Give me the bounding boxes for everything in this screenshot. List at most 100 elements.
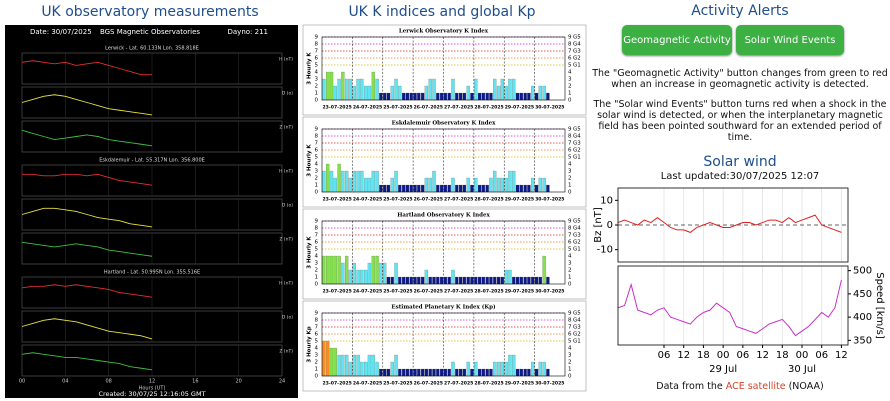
plot-frame xyxy=(617,187,849,263)
solar-wind-button[interactable]: Solar Wind Events xyxy=(736,25,844,55)
g-label: G3 xyxy=(573,49,581,55)
k-bar xyxy=(515,368,520,377)
k-bar xyxy=(352,262,356,285)
k-bar xyxy=(333,85,337,101)
k-bar xyxy=(531,177,535,193)
date-label: 29-07-2025 xyxy=(505,381,534,387)
k-bar xyxy=(542,177,546,193)
k-bar xyxy=(356,354,360,377)
k-bar xyxy=(352,85,356,101)
k-bar xyxy=(519,92,523,101)
k-bar xyxy=(383,262,387,285)
y-tick-label: 3 xyxy=(315,261,319,267)
k-bar xyxy=(375,78,379,101)
k-bar xyxy=(500,361,505,377)
k-bar xyxy=(420,368,425,377)
k-bar xyxy=(329,71,334,101)
k-bar xyxy=(337,255,341,285)
date-label: 30-07-2025 xyxy=(535,381,564,387)
y-tick-label: 5 xyxy=(315,63,319,69)
g-label: G5 xyxy=(573,127,581,133)
k-bar xyxy=(401,92,406,101)
alerts-title: Activity Alerts xyxy=(691,3,789,19)
k-bar xyxy=(447,92,451,101)
k-bar xyxy=(383,184,387,193)
k-bar xyxy=(432,170,436,193)
date-label: 27-07-2025 xyxy=(444,289,473,295)
k-bar xyxy=(481,92,486,101)
k-bar xyxy=(512,276,516,285)
k-bar xyxy=(546,276,550,285)
ace-link[interactable]: ACE satellite xyxy=(725,381,786,392)
plot-frame xyxy=(321,312,566,377)
y-tick-label: 0 xyxy=(607,220,613,231)
k-bar xyxy=(481,184,486,193)
y2-tick-label: 4 xyxy=(568,70,572,76)
y2-tick-label: 9 xyxy=(568,127,572,133)
date-label: 24-07-2025 xyxy=(353,381,382,387)
y-tick-label: 7 xyxy=(315,233,319,239)
y2-tick-label: 9 xyxy=(568,219,572,225)
y-tick-label: 8 xyxy=(315,318,319,324)
k-bar xyxy=(481,368,486,377)
day-label: 29 Jul xyxy=(709,364,737,375)
k-bar xyxy=(455,368,459,377)
k-bar xyxy=(371,71,375,101)
x-tick-label: 12 xyxy=(149,379,155,385)
g-label: G4 xyxy=(573,134,581,140)
g-label: G3 xyxy=(573,141,581,147)
k-bar xyxy=(436,368,440,377)
k-bar xyxy=(371,354,375,377)
date-label: 29-07-2025 xyxy=(505,105,534,111)
y-tick-label: 2 xyxy=(315,84,319,90)
k-bar xyxy=(413,92,417,101)
k-bar xyxy=(420,276,425,285)
k-bar xyxy=(455,92,459,101)
y-tick-label: 10 xyxy=(600,195,613,206)
y-axis-label: 3 Hourly K xyxy=(307,52,313,85)
k-bar xyxy=(329,170,334,193)
k-bar xyxy=(443,184,448,193)
k-bar xyxy=(455,276,459,285)
k-bar xyxy=(364,177,368,193)
g-label: G2 xyxy=(573,240,581,246)
k-bar xyxy=(439,368,444,377)
k-bar xyxy=(417,368,421,377)
y-tick-label: 450 xyxy=(853,289,872,300)
k-bar xyxy=(447,368,451,377)
k-bar xyxy=(458,92,463,101)
y2-tick-label: 4 xyxy=(568,254,572,260)
k-bar xyxy=(515,184,520,193)
g-label: G5 xyxy=(573,311,581,317)
component-label: D (o) xyxy=(282,315,293,321)
k-bar xyxy=(466,276,470,285)
k-bar xyxy=(500,276,505,285)
k-bar xyxy=(477,92,482,101)
k-bar xyxy=(386,92,391,101)
y-axis-label: 3 Hourly K xyxy=(307,236,313,269)
k-bar xyxy=(462,368,467,377)
date-label: 29-07-2025 xyxy=(505,289,534,295)
k-bar xyxy=(322,340,326,377)
k-bar xyxy=(527,184,531,193)
k-bar xyxy=(352,170,356,193)
k-bar xyxy=(409,92,413,101)
y-tick-label: 3 xyxy=(315,353,319,359)
y-tick-label: 400 xyxy=(853,312,872,323)
k-bar xyxy=(527,92,531,101)
k-bar xyxy=(546,368,550,377)
component-label: D (o) xyxy=(282,203,293,209)
k-bar xyxy=(458,276,463,285)
k-bar xyxy=(512,354,516,377)
date-label: 24-07-2025 xyxy=(353,105,382,111)
kindex-title: UK K indices and global Kp xyxy=(348,4,535,20)
footer-text: Data from the xyxy=(656,381,726,392)
k-bar xyxy=(329,255,334,285)
k-bar xyxy=(390,276,394,285)
geomagnetic-button[interactable]: Geomagnetic Activity xyxy=(622,25,732,55)
alerts-paragraph: The "Geomagnetic Activity" button change… xyxy=(592,68,888,90)
k-bar xyxy=(341,170,345,193)
y-tick-label: 6 xyxy=(315,332,319,338)
g-label: G4 xyxy=(573,42,581,48)
y2-tick-label: 0 xyxy=(568,98,572,104)
